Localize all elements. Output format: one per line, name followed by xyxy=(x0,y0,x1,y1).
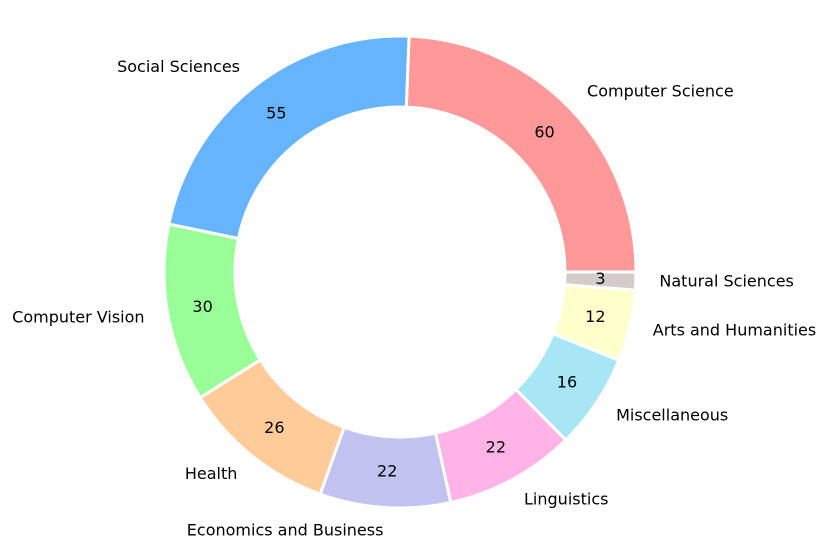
category-label: Arts and Humanities xyxy=(653,321,816,340)
category-label: Linguistics xyxy=(524,490,608,509)
value-label: 22 xyxy=(486,438,506,457)
category-label: Computer Science xyxy=(587,81,734,100)
wedge xyxy=(404,34,638,274)
wedge xyxy=(562,270,638,292)
category-label: Miscellaneous xyxy=(616,405,728,424)
category-label: Natural Sciences xyxy=(659,271,793,290)
value-label: 12 xyxy=(585,307,605,326)
value-label: 55 xyxy=(266,104,286,123)
value-label: 26 xyxy=(264,418,284,437)
value-label: 22 xyxy=(377,462,397,481)
value-label: 16 xyxy=(557,373,577,392)
category-label: Health xyxy=(185,464,238,483)
value-label: 30 xyxy=(192,297,212,316)
category-label: Economics and Business xyxy=(187,521,384,540)
value-label: 3 xyxy=(595,269,605,288)
category-label: Social Sciences xyxy=(117,57,240,76)
value-label: 60 xyxy=(534,122,554,141)
category-label: Computer Vision xyxy=(12,308,144,327)
